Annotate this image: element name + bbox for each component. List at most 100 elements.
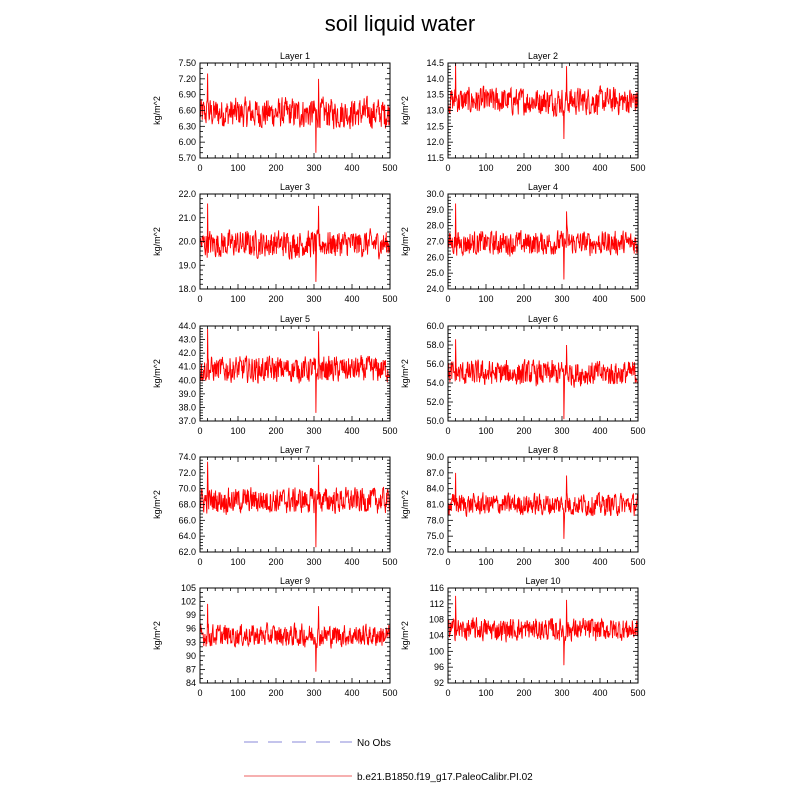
y-tick-label: 6.90 xyxy=(178,90,196,100)
y-tick-label: 90 xyxy=(186,651,196,661)
panel-layer-8: Layer 8 0 100 200 300 400 500 72.0 75.0 78.0 81.0 8… xyxy=(400,445,646,567)
y-tick-label: 43.0 xyxy=(178,335,196,345)
y-tick-label: 96 xyxy=(186,624,196,634)
y-tick-label: 44.0 xyxy=(178,321,196,331)
series-line xyxy=(447,62,639,140)
x-tick-label: 500 xyxy=(630,426,645,436)
y-tick-label: 39.0 xyxy=(178,389,196,399)
panel-grid: Layer 10 100 200 300 400 5005.706.006.306.606… xyxy=(152,51,646,698)
y-tick-label: 102 xyxy=(181,597,196,607)
panel-title: Layer 3 xyxy=(280,182,310,192)
x-tick-label: 0 xyxy=(197,557,202,567)
y-tick-label: 116 xyxy=(430,583,444,593)
y-tick-label: 96 xyxy=(434,662,444,672)
y-tick-label: 7.20 xyxy=(178,74,196,84)
panel-title: Layer 6 xyxy=(528,314,558,324)
y-tick-label: 66.0 xyxy=(178,515,196,525)
x-tick-label: 400 xyxy=(592,557,607,567)
x-tick-label: 300 xyxy=(306,557,321,567)
panel-title: Layer 9 xyxy=(280,576,310,586)
x-tick-label: 400 xyxy=(344,688,359,698)
x-tick-label: 100 xyxy=(230,294,245,304)
y-axis-label: kg/m^2 xyxy=(152,490,162,519)
y-axis-label: kg/m^2 xyxy=(400,96,410,125)
x-tick-label: 200 xyxy=(268,688,283,698)
x-tick-label: 500 xyxy=(382,688,397,698)
y-tick-label: 38.0 xyxy=(178,402,196,412)
panel-layer-2: Layer 2 0 100 200 300 400 500 11.5 12.0 12.5 13.0 1… xyxy=(400,51,646,173)
y-tick-label: 60.0 xyxy=(426,321,444,331)
y-tick-label: 13.0 xyxy=(426,106,444,116)
y-tick-label: 13.5 xyxy=(426,90,444,100)
y-axis-label: kg/m^2 xyxy=(152,96,162,125)
x-tick-label: 100 xyxy=(230,163,245,173)
x-tick-label: 400 xyxy=(592,688,607,698)
panel-title: Layer 2 xyxy=(528,51,558,61)
x-tick-label: 200 xyxy=(516,163,531,173)
x-tick-label: 400 xyxy=(592,294,607,304)
x-tick-label: 200 xyxy=(268,557,283,567)
y-tick-label: 28.0 xyxy=(426,221,444,231)
x-tick-label: 500 xyxy=(630,163,645,173)
x-tick-label: 500 xyxy=(382,294,397,304)
y-tick-label: 74.0 xyxy=(178,452,196,462)
y-tick-label: 11.5 xyxy=(427,153,444,163)
x-tick-label: 400 xyxy=(344,557,359,567)
x-tick-label: 500 xyxy=(630,294,645,304)
panel-title: Layer 1 xyxy=(280,51,310,61)
x-tick-label: 300 xyxy=(306,163,321,173)
y-tick-label: 112 xyxy=(430,599,444,609)
x-tick-label: 0 xyxy=(445,557,450,567)
y-tick-label: 37.0 xyxy=(178,416,196,426)
y-tick-label: 6.30 xyxy=(178,121,196,131)
x-tick-label: 0 xyxy=(445,426,450,436)
y-tick-label: 87 xyxy=(186,664,196,674)
y-tick-label: 58.0 xyxy=(426,340,444,350)
x-tick-label: 400 xyxy=(344,294,359,304)
x-tick-label: 300 xyxy=(554,294,569,304)
x-tick-label: 100 xyxy=(230,426,245,436)
x-tick-label: 500 xyxy=(382,557,397,567)
x-tick-label: 0 xyxy=(445,294,450,304)
panel-layer-1: Layer 1 0 100 200 300 400 500 5.70 6.00 6.30 6.60 6… xyxy=(152,51,398,173)
x-tick-label: 0 xyxy=(197,294,202,304)
panel-title: Layer 4 xyxy=(528,182,558,192)
y-tick-label: 27.0 xyxy=(426,237,444,247)
y-tick-label: 41.0 xyxy=(178,362,196,372)
x-tick-label: 500 xyxy=(630,688,645,698)
x-tick-label: 0 xyxy=(445,163,450,173)
y-tick-label: 64.0 xyxy=(178,531,196,541)
y-tick-label: 6.60 xyxy=(178,106,196,116)
y-tick-label: 26.0 xyxy=(426,252,444,262)
panel-title: Layer 8 xyxy=(528,445,558,455)
panel-layer-9: Layer 9 0 100 200 300 400 500 84 87 90 93 96 99 102 10… xyxy=(152,576,398,698)
x-tick-label: 500 xyxy=(382,163,397,173)
series-line xyxy=(199,328,391,413)
y-tick-label: 24.0 xyxy=(426,284,444,294)
x-tick-label: 300 xyxy=(554,163,569,173)
x-tick-label: 0 xyxy=(197,688,202,698)
series-line xyxy=(199,203,391,282)
y-tick-label: 81.0 xyxy=(426,500,444,510)
y-tick-label: 84 xyxy=(186,678,196,688)
x-tick-label: 100 xyxy=(230,688,245,698)
figure-title: soil liquid water xyxy=(325,11,475,36)
x-tick-label: 100 xyxy=(478,557,493,567)
x-tick-label: 300 xyxy=(306,426,321,436)
x-tick-label: 200 xyxy=(268,163,283,173)
x-tick-label: 400 xyxy=(592,426,607,436)
y-tick-label: 12.0 xyxy=(426,137,444,147)
series-line xyxy=(199,461,391,548)
y-tick-label: 52.0 xyxy=(426,397,444,407)
x-tick-label: 100 xyxy=(478,294,493,304)
x-tick-label: 200 xyxy=(268,426,283,436)
legend-no-obs-label: No Obs xyxy=(357,738,391,749)
y-tick-label: 68.0 xyxy=(178,500,196,510)
plot-frame xyxy=(199,587,391,684)
y-tick-label: 72.0 xyxy=(178,468,196,478)
y-tick-label: 105 xyxy=(181,583,196,593)
y-tick-label: 14.5 xyxy=(426,58,444,68)
y-tick-label: 70.0 xyxy=(178,484,196,494)
y-tick-label: 6.00 xyxy=(178,137,196,147)
